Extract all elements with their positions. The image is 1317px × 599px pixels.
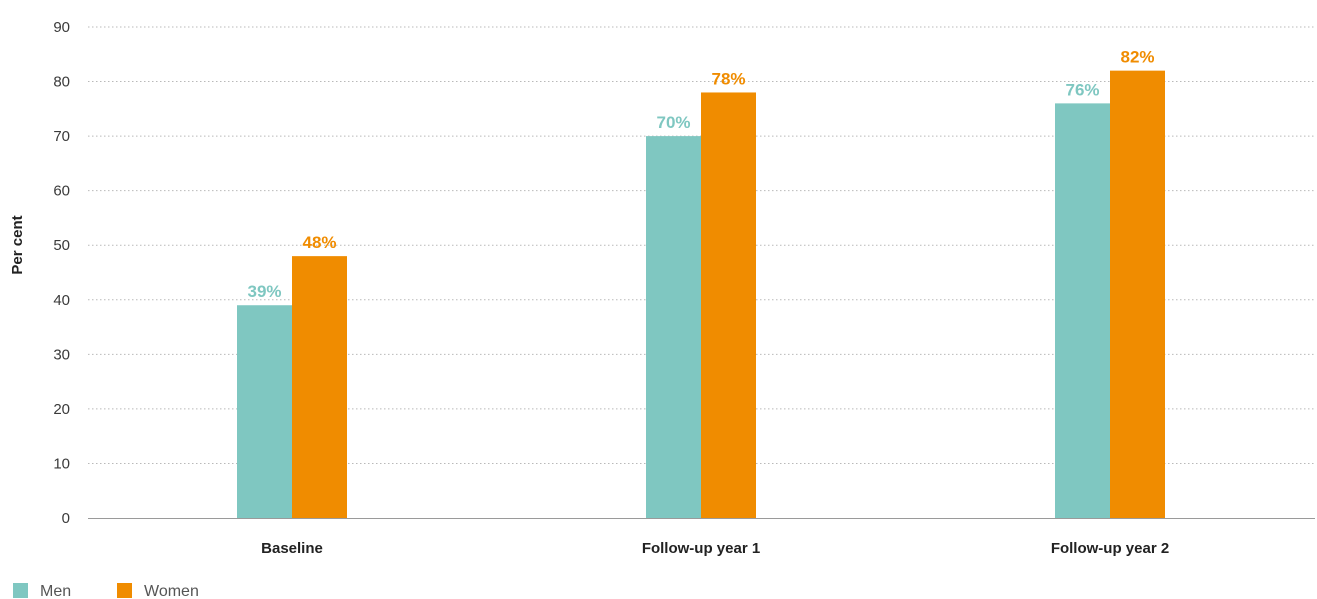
bar-women-2 (701, 92, 756, 518)
y-tick-label: 50 (53, 237, 70, 254)
legend-label-men: Men (40, 583, 71, 599)
bar-men-1 (237, 305, 292, 518)
legend-swatch-women (117, 583, 132, 598)
x-axis: Baseline Follow-up year 1 Follow-up year 2 (88, 518, 1315, 557)
legend-swatch-men (13, 583, 28, 598)
x-category-label: Follow-up year 2 (1051, 540, 1169, 557)
y-tick-label: 20 (53, 401, 70, 418)
y-tick-label: 0 (62, 510, 70, 527)
legend: Men Women (13, 583, 199, 599)
x-category-label: Baseline (261, 540, 323, 557)
bar-women-1 (292, 256, 347, 518)
y-tick-label: 80 (53, 74, 70, 91)
bars: 39% 48% 70% 78% 76% 82% (237, 48, 1165, 519)
y-tick-label: 10 (53, 455, 70, 472)
y-tick-label: 40 (53, 292, 70, 309)
bar-women-3 (1110, 70, 1165, 519)
data-label-women-1: 48% (302, 233, 336, 252)
legend-label-women: Women (144, 583, 199, 599)
y-tick-label: 30 (53, 346, 70, 363)
y-axis: 0 10 20 30 40 50 60 70 80 90 (53, 19, 70, 527)
y-tick-label: 60 (53, 183, 70, 200)
bar-men-2 (646, 136, 701, 518)
data-label-men-2: 70% (656, 113, 690, 132)
data-label-women-3: 82% (1120, 48, 1154, 67)
x-category-label: Follow-up year 1 (642, 540, 760, 557)
data-label-men-3: 76% (1065, 80, 1099, 99)
y-tick-label: 70 (53, 128, 70, 145)
bar-men-3 (1055, 103, 1110, 518)
y-axis-title: Per cent (9, 215, 26, 274)
data-label-men-1: 39% (247, 282, 281, 301)
data-label-women-2: 78% (711, 69, 745, 88)
y-tick-label: 90 (53, 19, 70, 36)
